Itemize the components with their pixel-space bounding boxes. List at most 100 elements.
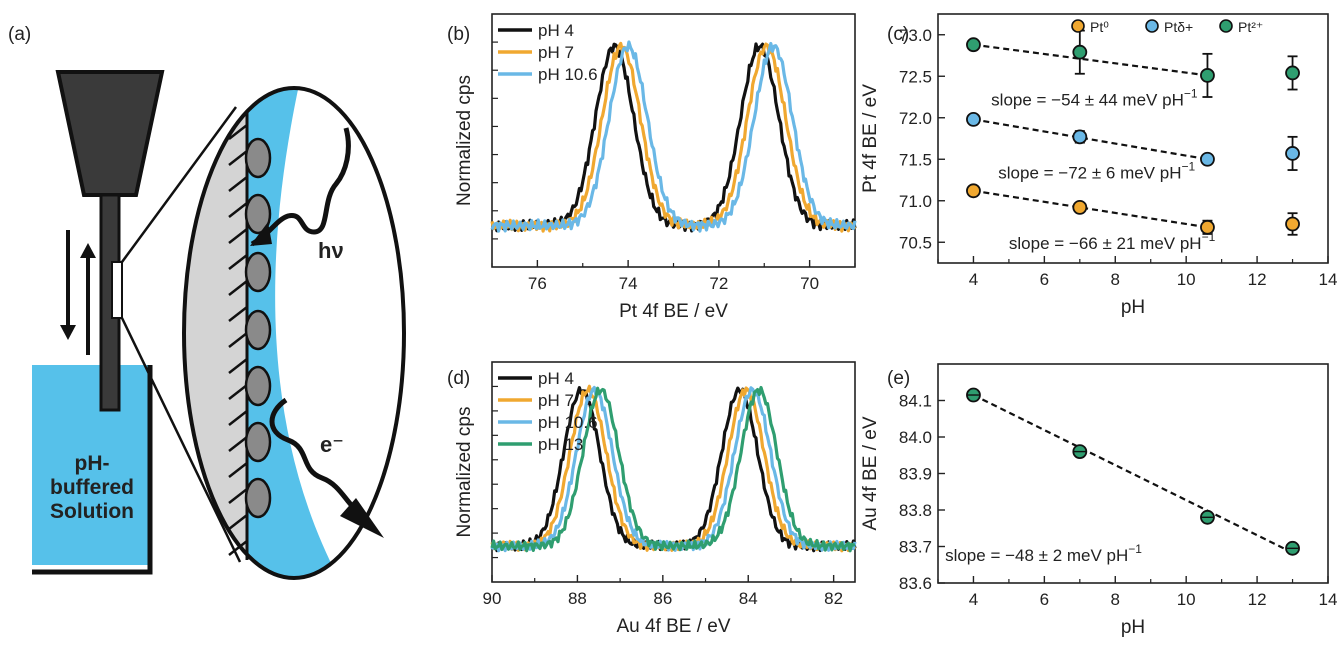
chart-panel-e: 4 6 8 10 12 14 pH 83.6 83.7 83.8 83.9 84.0 84.1 Au 4f… [860, 363, 1338, 638]
solution-region [32, 365, 150, 565]
legend-marker [1219, 19, 1233, 33]
legend-marker [1145, 19, 1159, 33]
x-tick-label: 84 [739, 589, 758, 608]
y-tick-label: 73.0 [899, 26, 932, 45]
x-tick-label: 74 [619, 274, 638, 293]
data-point [1200, 151, 1215, 167]
x-tick-label: 4 [969, 270, 978, 289]
sample-window [111, 261, 123, 319]
fit-line [972, 394, 1294, 554]
zoom-line-bottom [120, 317, 242, 563]
slope-annotation: slope = −54 ± 44 meV pH−1 [991, 86, 1198, 109]
schematic: hν e⁻ pH- buffered Solution [32, 70, 406, 580]
beaker-wall [32, 365, 153, 575]
plot-frame [491, 361, 856, 583]
spectrum-line-ph-13 [490, 385, 856, 553]
pt-particle [244, 193, 272, 235]
y-tick-label: 71.5 [899, 150, 932, 169]
x-tick-label: 70 [800, 274, 819, 293]
hatch-line [228, 332, 248, 348]
surface-hatching [228, 124, 248, 556]
fit-line [973, 43, 1208, 77]
zoom-line-top [120, 106, 238, 263]
chart-panel-c: 4 6 8 10 12 14 pH 70.5 71.0 71.5 72.0 72.5 73.0 Pt 4f… [860, 13, 1338, 318]
y-axis-label: Au 4f BE / eV [860, 416, 881, 530]
y-tick-label: 70.5 [899, 233, 932, 252]
solution-label-line-2: buffered [50, 476, 134, 499]
x-tick-label: 8 [1111, 590, 1120, 609]
fit-line [973, 118, 1208, 161]
pt-particle [244, 477, 272, 519]
slope-annotation: slope = −48 ± 2 meV pH−1 [945, 542, 1142, 565]
solution-label-line-1: pH- [75, 452, 110, 475]
spectrum-line-ph-10.6 [490, 385, 857, 553]
photon-arrow-head [250, 222, 272, 246]
hatch-line [228, 254, 248, 270]
pt-particle [244, 309, 272, 351]
arrow-down-head [60, 325, 76, 340]
slope-annotation: slope = −72 ± 6 meV pH−1 [998, 159, 1195, 182]
legend-label: pH 4 [538, 21, 574, 40]
data-point [1200, 219, 1215, 235]
analyzer-cone [55, 70, 165, 197]
x-tick-label: 82 [824, 589, 843, 608]
data-point [1285, 65, 1300, 81]
x-axis-label: Au 4f BE / eV [616, 616, 730, 637]
legend-label: Pt²⁺ [1238, 19, 1263, 35]
pt-particle [244, 365, 272, 407]
data-point [1072, 44, 1088, 60]
electron-label: e⁻ [320, 432, 344, 457]
x-tick-label: 76 [528, 274, 547, 293]
arrow-up-head [80, 243, 96, 258]
x-tick-label: 90 [483, 589, 502, 608]
x-tick-label: 8 [1111, 270, 1120, 289]
plot-frame [937, 13, 1329, 264]
panel-label-d: (d) [447, 368, 470, 389]
x-tick-label: 14 [1319, 270, 1338, 289]
x-tick-label: 14 [1319, 590, 1338, 609]
legend-label: Ptδ+ [1164, 19, 1193, 35]
solution-label-line-3: Solution [50, 500, 134, 523]
panel-label-e: (e) [887, 368, 910, 389]
panel-label-a: (a) [8, 24, 31, 45]
y-axis-label: Pt 4f BE / eV [860, 84, 881, 193]
pt-particle [244, 421, 272, 463]
hatch-line [228, 358, 248, 374]
pt-particle [244, 251, 272, 293]
data-point [966, 112, 981, 127]
y-axis-label: Normalized cps [454, 407, 475, 538]
photon-label: hν [318, 238, 344, 263]
pt-particles [244, 137, 272, 519]
x-tick-label: 12 [1248, 270, 1267, 289]
hatch-line [228, 410, 248, 426]
legend-label: pH 4 [538, 369, 574, 388]
x-tick-label: 6 [1040, 590, 1049, 609]
hatch-line [228, 150, 248, 166]
x-tick-label: 10 [1177, 590, 1196, 609]
legend-marker [1071, 19, 1085, 33]
electron-arrow-head [340, 498, 384, 538]
x-tick-label: 88 [568, 589, 587, 608]
legend-label: pH 7 [538, 391, 574, 410]
y-tick-label: 83.7 [899, 538, 932, 557]
legend-label: pH 7 [538, 43, 574, 62]
y-tick-label: 83.6 [899, 574, 932, 593]
y-tick-label: 84.1 [899, 392, 932, 411]
data-point [1072, 129, 1088, 145]
data-point [1200, 68, 1215, 83]
x-tick-label: 6 [1040, 270, 1049, 289]
x-axis-label: pH [1121, 297, 1145, 318]
chart-panel-b: 76 74 72 70 Pt 4f BE / eV Normalized cps pH 4 p… [454, 13, 857, 322]
hatch-line [228, 176, 248, 192]
panel-label-c: (c) [887, 24, 909, 45]
hatch-line [228, 384, 248, 400]
y-tick-label: 71.0 [899, 192, 932, 211]
x-tick-label: 12 [1248, 590, 1267, 609]
hatch-line [228, 202, 248, 218]
chart-panel-d: 90 88 86 84 82 Au 4f BE / eV Normalized cps pH … [454, 361, 857, 637]
fit-line [973, 189, 1208, 229]
legend-label: pH 13 [538, 435, 583, 454]
spectrum-line-ph-10.6 [490, 40, 857, 233]
data-point [966, 183, 981, 199]
